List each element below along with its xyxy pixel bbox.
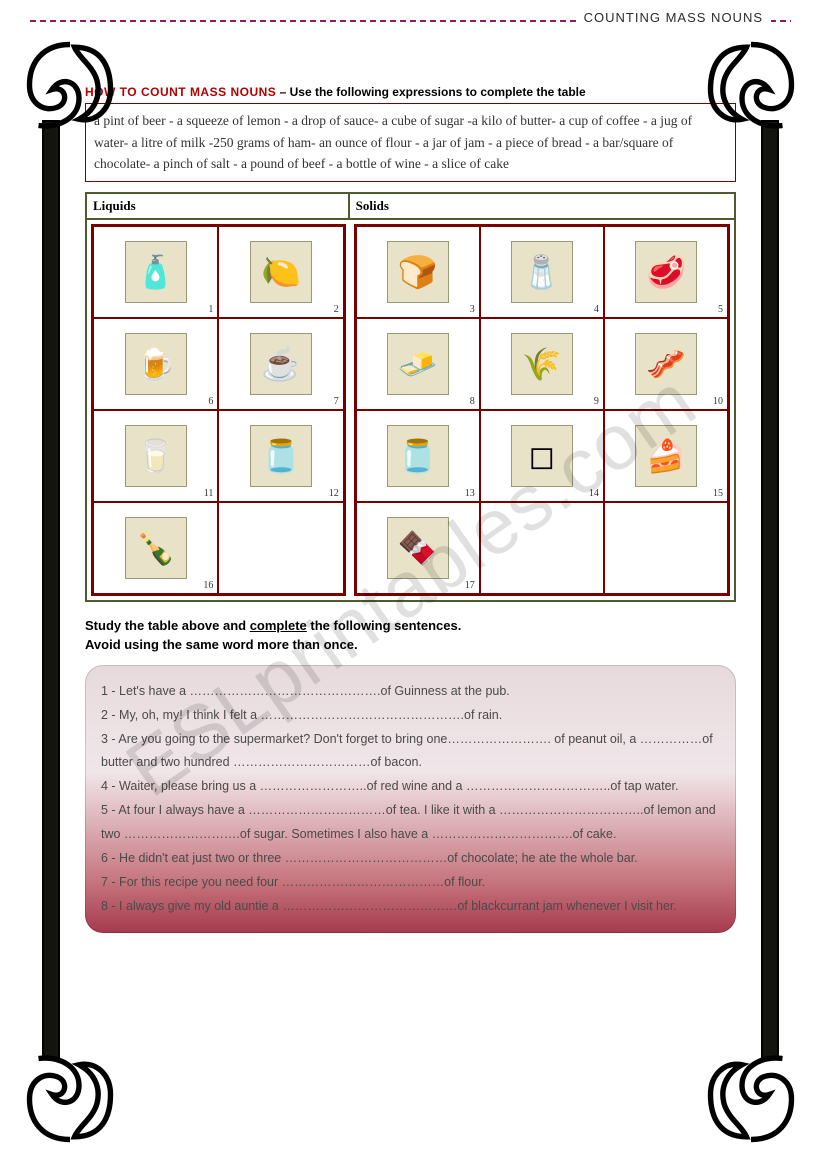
cell-number: 17: [465, 580, 475, 591]
study-line1b: the following sentences.: [307, 618, 462, 633]
study-line1-underline: complete: [250, 618, 307, 633]
solid-cell[interactable]: 🧂4: [480, 226, 604, 318]
header-title: COUNTING MASS NOUNS: [576, 10, 771, 25]
cell-number: 12: [329, 488, 339, 499]
cell-number: 8: [470, 396, 475, 407]
solid-cell[interactable]: ◻ 14: [480, 410, 604, 502]
table-header: Liquids Solids: [87, 194, 734, 220]
fill-sentence: 2 - My, oh, my! I think I felt a ……………………: [101, 704, 720, 727]
liquid-cell[interactable]: [218, 502, 343, 594]
instruction-title-rest: – Use the following expressions to compl…: [276, 85, 585, 99]
corner-ornament: [25, 40, 115, 130]
cell-number: 4: [594, 304, 599, 315]
food-icon: 🫙: [387, 425, 449, 487]
corner-ornament: [706, 40, 796, 130]
food-icon: 🥛: [125, 425, 187, 487]
wordbank-box: a pint of beer - a squeeze of lemon - a …: [85, 103, 736, 182]
cell-number: 5: [718, 304, 723, 315]
cell-number: 10: [713, 396, 723, 407]
instruction-title: HOW TO COUNT MASS NOUNS – Use the follow…: [85, 85, 736, 99]
cell-number: 11: [204, 488, 214, 499]
study-line2: Avoid using the same word more than once…: [85, 637, 358, 652]
food-icon: 🍾: [125, 517, 187, 579]
food-icon: ☕: [250, 333, 312, 395]
corner-ornament: [706, 1054, 796, 1144]
food-icon: 🌾: [511, 333, 573, 395]
food-icon: 🍞: [387, 241, 449, 303]
solid-cell[interactable]: 🌾9: [480, 318, 604, 410]
solids-column: 🍞3🧂4🥩5🧈8🌾9🥓10🫙13◻14🍰15🍫17: [350, 220, 734, 600]
side-border-left: [42, 120, 60, 1059]
cell-number: 7: [334, 396, 339, 407]
solid-cell[interactable]: 🍞3: [356, 226, 480, 318]
fill-sentence: 8 - I always give my old auntie a …………………: [101, 895, 720, 918]
side-border-right: [761, 120, 779, 1059]
food-icon: 🫙: [250, 425, 312, 487]
solid-cell[interactable]: 🧈8: [356, 318, 480, 410]
food-icon: 🍰: [635, 425, 697, 487]
fill-sentence: 6 - He didn't eat just two or three ……………: [101, 847, 720, 870]
header-liquids: Liquids: [87, 194, 350, 220]
fill-sentence: 5 - At four I always have a ……………………………o…: [101, 799, 720, 845]
fill-sentence: 1 - Let's have a ……………………………………….of Guin…: [101, 680, 720, 703]
liquid-cell[interactable]: ☕7: [218, 318, 343, 410]
food-icon: 🧴: [125, 241, 187, 303]
fill-sentence: 3 - Are you going to the supermarket? Do…: [101, 728, 720, 774]
food-icon: 🧈: [387, 333, 449, 395]
food-icon: 🧂: [511, 241, 573, 303]
solid-cell[interactable]: 🫙 13: [356, 410, 480, 502]
solid-cell[interactable]: [480, 502, 604, 594]
food-icon: 🥩: [635, 241, 697, 303]
corner-ornament: [25, 1054, 115, 1144]
cell-number: 6: [208, 396, 213, 407]
liquid-cell[interactable]: 🍺6: [93, 318, 218, 410]
liquid-cell[interactable]: 🥛 11: [93, 410, 218, 502]
study-line1a: Study the table above and: [85, 618, 250, 633]
liquid-cell[interactable]: 🧴1: [93, 226, 218, 318]
liquid-cell[interactable]: 🫙 12: [218, 410, 343, 502]
food-icon: 🍋: [250, 241, 312, 303]
cell-number: 13: [465, 488, 475, 499]
liquids-column: 🧴1🍋2🍺6☕7🥛11🫙12🍾16: [87, 220, 350, 600]
solid-cell[interactable]: 🥓 10: [604, 318, 728, 410]
content-area: HOW TO COUNT MASS NOUNS – Use the follow…: [85, 85, 736, 1084]
cell-number: 1: [208, 304, 213, 315]
solid-cell[interactable]: 🍫 17: [356, 502, 480, 594]
sentences-box: 1 - Let's have a ……………………………………….of Guin…: [85, 665, 736, 933]
solid-cell[interactable]: 🥩5: [604, 226, 728, 318]
header-solids: Solids: [350, 194, 734, 220]
cell-number: 16: [203, 580, 213, 591]
cell-number: 14: [589, 488, 599, 499]
food-icon: ◻: [511, 425, 573, 487]
cell-number: 2: [334, 304, 339, 315]
food-icon: 🍫: [387, 517, 449, 579]
solid-cell[interactable]: [604, 502, 728, 594]
liquid-cell[interactable]: 🍋2: [218, 226, 343, 318]
liquid-cell[interactable]: 🍾 16: [93, 502, 218, 594]
cell-number: 3: [470, 304, 475, 315]
fill-sentence: 4 - Waiter, please bring us a ……………………..…: [101, 775, 720, 798]
study-instruction: Study the table above and complete the f…: [85, 616, 736, 655]
solid-cell[interactable]: 🍰 15: [604, 410, 728, 502]
cell-number: 15: [713, 488, 723, 499]
cell-number: 9: [594, 396, 599, 407]
classification-table: Liquids Solids 🧴1🍋2🍺6☕7🥛11🫙12🍾16 🍞3🧂4🥩5🧈…: [85, 192, 736, 602]
food-icon: 🥓: [635, 333, 697, 395]
food-icon: 🍺: [125, 333, 187, 395]
fill-sentence: 7 - For this recipe you need four …………………: [101, 871, 720, 894]
